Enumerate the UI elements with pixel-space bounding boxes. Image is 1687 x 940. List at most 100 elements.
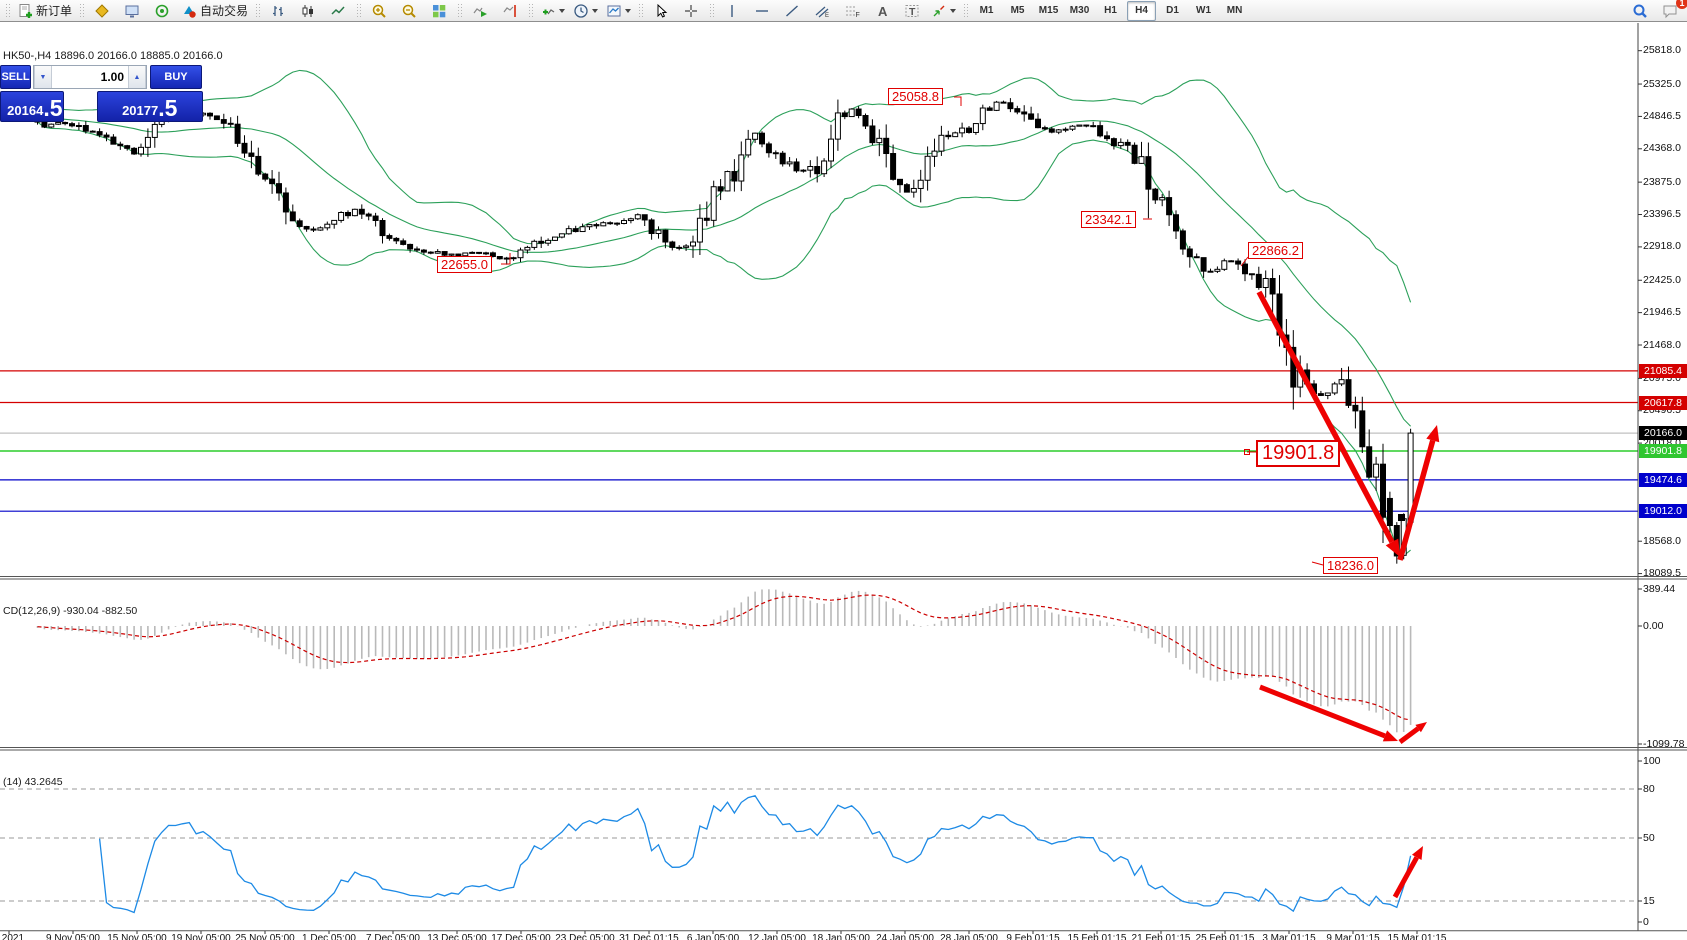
timeframe-tab-m30[interactable]: M30: [1069, 5, 1090, 16]
price-axis-tick: 21468.0: [1643, 338, 1681, 351]
macd-pane-surface[interactable]: [0, 581, 1638, 748]
toolbar-button-templates[interactable]: [603, 0, 634, 22]
price-axis-tick: 18568.0: [1643, 534, 1681, 547]
toolbar-grip: [963, 2, 969, 19]
svg-text:T: T: [909, 6, 916, 18]
toolbar: 新订单 自动交易 E F A T M1 M5 M15 M30 H1 H4 D1 W1 MN 1: [0, 0, 1687, 22]
toolbar-button-auto-scroll[interactable]: [466, 0, 494, 22]
indicators-icon: [543, 8, 555, 14]
macd-axis-tick: 0.00: [1643, 619, 1664, 632]
price-level-badge: 20166.0: [1639, 426, 1687, 441]
volume-down-button[interactable]: ▼: [34, 66, 52, 88]
toolbar-button-trendline[interactable]: [778, 0, 806, 22]
toolbar-grip: [5, 2, 10, 19]
toolbar-button-text-label[interactable]: T: [898, 0, 926, 22]
price-axis-tick: 24368.0: [1643, 142, 1681, 155]
rsi-axis-tick: 100: [1643, 754, 1661, 767]
toolbar-button-channel[interactable]: E: [808, 0, 836, 22]
autotrade-icon: [184, 5, 196, 18]
volume-input[interactable]: [52, 66, 128, 88]
trendline-icon: [786, 4, 799, 17]
toolbar-button-autotrade[interactable]: 自动交易: [178, 0, 251, 22]
price-level-badge: 20617.8: [1639, 395, 1687, 410]
toolbar-button-search[interactable]: [1626, 0, 1654, 22]
chart-window: 25818.0 25325.0 24846.5 24368.0 23875.0 23396…: [0, 22, 1687, 940]
toolbar-label: 新订单: [36, 4, 73, 18]
timeframe-tab-mn[interactable]: MN: [1226, 5, 1243, 16]
sell-button[interactable]: SELL: [0, 65, 31, 89]
price-level-badge: 19012.0: [1639, 504, 1687, 519]
svg-text:E: E: [825, 13, 829, 19]
toolbar-button-arrows[interactable]: [928, 0, 959, 22]
toolbar-button-vline[interactable]: [718, 0, 746, 22]
toolbar-button-zoom-in[interactable]: [365, 0, 393, 22]
rsi-axis-tick: 50: [1643, 831, 1655, 844]
date-axis-label: 25 Nov 05:00: [235, 933, 295, 940]
toolbar-button-candles-chart[interactable]: [294, 0, 322, 22]
main-chart-surface[interactable]: [0, 23, 1638, 578]
toolbar-button-news-feed[interactable]: [148, 0, 176, 22]
toolbar-button-fibonacci[interactable]: F: [838, 0, 866, 22]
callout-low-18236[interactable]: 18236.0: [1323, 557, 1378, 574]
price-axis-tick: 21946.5: [1643, 306, 1681, 319]
callout-level-22866[interactable]: 22866.2: [1248, 242, 1303, 259]
volume-up-button[interactable]: ▲: [128, 66, 146, 88]
timeframe-tab-m15[interactable]: M15: [1038, 5, 1059, 16]
sell-price[interactable]: 20164.5: [0, 91, 64, 122]
hline-icon: [756, 9, 769, 12]
callout-high-25058[interactable]: 25058.8: [888, 88, 943, 105]
toolbar-button-new-order[interactable]: 新订单: [14, 0, 75, 22]
date-axis-label: 18 Jan 05:00: [812, 933, 870, 940]
callout-level-23342[interactable]: 23342.1: [1081, 211, 1136, 228]
toolbar-button-chart-shift[interactable]: [496, 0, 524, 22]
text-icon: A: [878, 4, 888, 19]
timeframe-tab-d1[interactable]: D1: [1166, 5, 1179, 16]
svg-text:A: A: [878, 4, 888, 19]
buy-button[interactable]: BUY: [150, 65, 202, 89]
toolbar-button-periods[interactable]: [570, 0, 601, 22]
toolbar-button-zoom-out[interactable]: [395, 0, 423, 22]
rsi-pane-surface[interactable]: [0, 751, 1638, 931]
date-axis-label: 21 Feb 01:15: [1131, 933, 1191, 940]
callout-low-22655[interactable]: 22655.0: [437, 256, 492, 273]
toolbar-button-bars-chart[interactable]: [264, 0, 292, 22]
toolbar-button-profiles[interactable]: [118, 0, 146, 22]
price-axis-tick: 22918.0: [1643, 240, 1681, 253]
price-axis-tick: 23396.5: [1643, 208, 1681, 220]
toolbar-button-text[interactable]: A: [868, 0, 896, 22]
macd-axis-tick: -1099.78: [1643, 737, 1685, 750]
toolbar-grip: [528, 2, 534, 19]
toolbar-button-crosshair[interactable]: [677, 0, 705, 22]
date-axis-label: 12 Jan 05:00: [748, 933, 806, 940]
toolbar-button-indicators[interactable]: [537, 0, 568, 22]
timeframe-tab-h1[interactable]: H1: [1104, 5, 1117, 16]
toolbar-label: 自动交易: [200, 4, 249, 18]
toolbar-button-market-watch[interactable]: [88, 0, 116, 22]
toolbar-button-tile-windows[interactable]: [425, 0, 453, 22]
buy-price[interactable]: 20177.5: [96, 91, 203, 122]
timeframe-tab-m5[interactable]: M5: [1010, 5, 1025, 16]
toolbar-button-hline[interactable]: [748, 0, 776, 22]
timeframe-tab-h4[interactable]: H4: [1127, 0, 1157, 21]
date-axis-label: v 2021: [0, 933, 25, 940]
text-label-icon: T: [905, 4, 919, 18]
toolbar-button-chat[interactable]: 1: [1656, 0, 1687, 22]
timeframe-tab-m1[interactable]: M1: [979, 5, 994, 16]
date-axis-label: 15 Nov 05:00: [107, 933, 167, 940]
date-axis-label: 23 Dec 05:00: [555, 933, 615, 940]
toolbar-button-line-chart[interactable]: [324, 0, 352, 22]
zoom-in-icon: [372, 4, 386, 18]
price-level-badge: 19474.6: [1639, 472, 1687, 487]
volume-stepper: ▼ ▲: [33, 65, 147, 89]
timeframe-tab-w1[interactable]: W1: [1196, 5, 1212, 16]
chart-ohlc-label: HK50-,H4 18896.0 20166.0 18885.0 20166.0: [3, 50, 223, 62]
tile-windows-icon: [433, 4, 446, 17]
callout-level-19901[interactable]: 19901.8: [1256, 440, 1341, 467]
fibonacci-icon: F: [846, 6, 860, 19]
price-axis-tick: 23875.0: [1643, 175, 1681, 188]
date-axis-label: 19 Nov 05:00: [171, 933, 231, 940]
date-axis-label: 24 Jan 05:00: [876, 933, 934, 940]
toolbar-button-cursor[interactable]: [647, 0, 675, 22]
